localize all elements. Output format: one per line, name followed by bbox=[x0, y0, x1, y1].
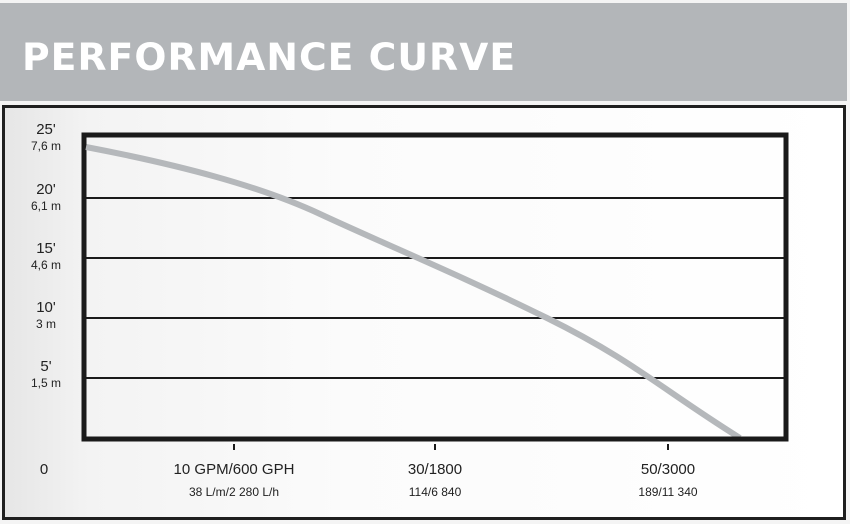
x-tick-metric: 38 L/m/2 280 L/h bbox=[188, 485, 280, 499]
y-tick-25: 25' 7,6 m bbox=[16, 121, 76, 154]
y-tick-m: 7,6 m bbox=[30, 139, 61, 153]
y-tick-ft: 25' bbox=[36, 121, 56, 138]
x-tick-metric: 189/11 340 bbox=[638, 485, 698, 499]
page-title: PERFORMANCE CURVE bbox=[22, 36, 517, 79]
x-tick-30: 30/1800 114/6 840 bbox=[355, 461, 515, 500]
y-tick-m: 3 m bbox=[35, 317, 56, 331]
plot-box bbox=[81, 132, 789, 442]
y-tick-ft: 15' bbox=[36, 240, 56, 257]
performance-curve bbox=[85, 144, 742, 441]
x-tick-us: 10 GPM/600 GPH bbox=[173, 461, 295, 478]
y-tick-m: 6,1 m bbox=[30, 199, 61, 213]
y-tick-5: 5' 1,5 m bbox=[16, 358, 76, 391]
y-tick-20: 20' 6,1 m bbox=[16, 181, 76, 214]
y-tick-ft: 20' bbox=[36, 181, 56, 198]
y-tick-m: 1,5 m bbox=[30, 376, 61, 390]
y-tick-10: 10' 3 m bbox=[16, 299, 76, 332]
chart-frame bbox=[2, 105, 846, 520]
y-tick-ft: 5' bbox=[40, 358, 52, 375]
x-tick-us: 50/3000 bbox=[640, 461, 696, 478]
x-tick-us: 30/1800 bbox=[407, 461, 463, 478]
y-tick-15: 15' 4,6 m bbox=[16, 240, 76, 273]
x-tick-zero: 0 bbox=[39, 461, 49, 478]
x-tick-10: 10 GPM/600 GPH 38 L/m/2 280 L/h bbox=[134, 461, 334, 500]
x-tick-0: 0 bbox=[36, 461, 52, 478]
x-tick-50: 50/3000 189/11 340 bbox=[588, 461, 748, 500]
x-tick-metric: 114/6 840 bbox=[408, 485, 462, 499]
y-tick-ft: 10' bbox=[36, 299, 56, 316]
y-tick-m: 4,6 m bbox=[30, 258, 61, 272]
gridlines bbox=[84, 197, 786, 379]
x-ticks bbox=[233, 444, 669, 450]
header-banner: PERFORMANCE CURVE bbox=[0, 3, 847, 101]
